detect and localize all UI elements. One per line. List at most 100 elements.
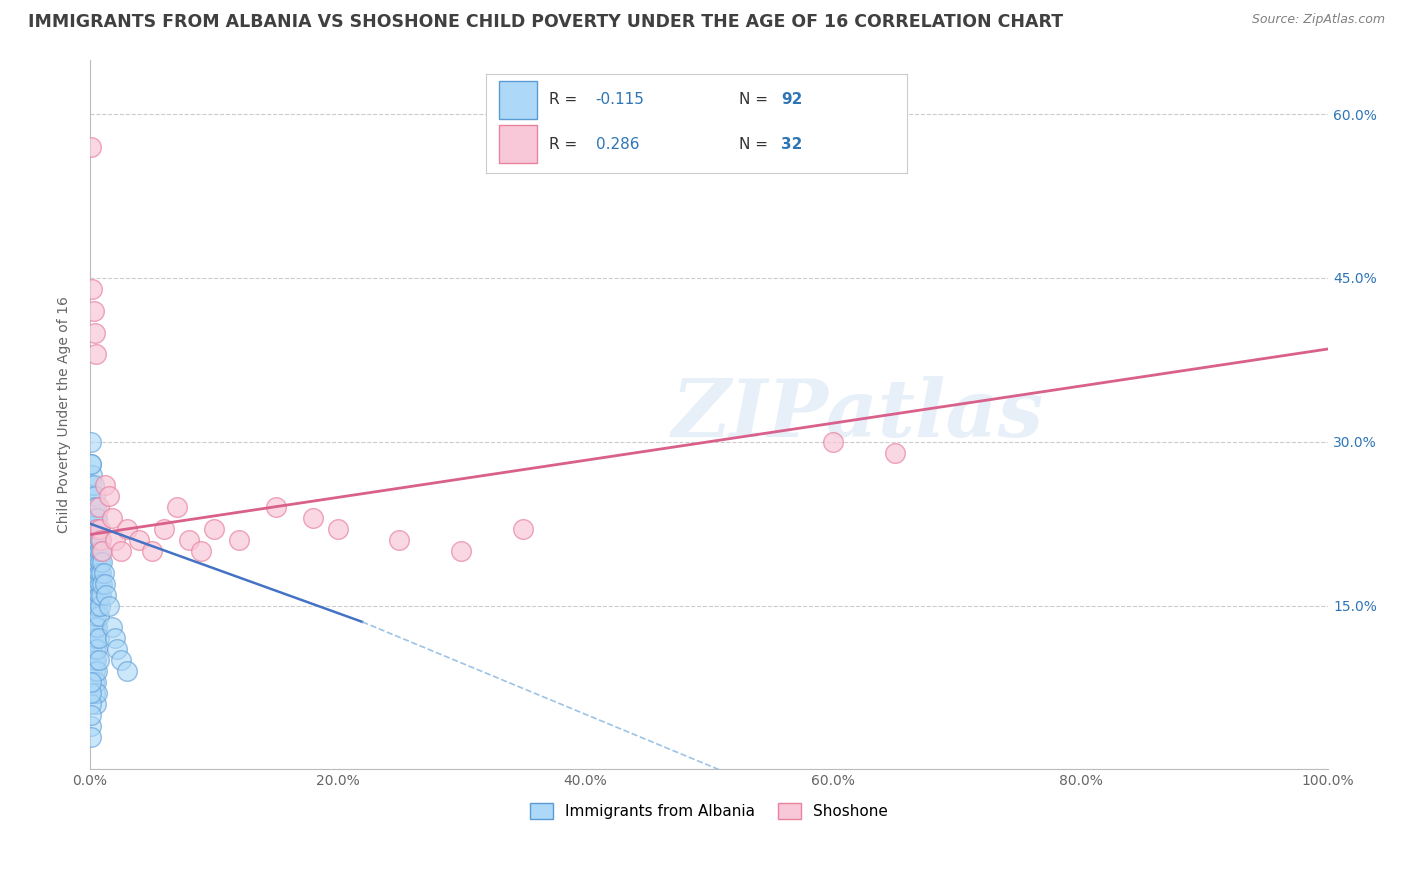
Point [83,511,105,525]
Point [82,599,104,613]
Point [87,566,110,580]
Point [94,588,117,602]
Point [83,544,105,558]
Point [91,544,114,558]
Point [86,511,108,525]
Point [91,576,114,591]
Point [83,675,105,690]
Point [89,555,111,569]
Point [84,566,107,580]
Text: Source: ZipAtlas.com: Source: ZipAtlas.com [1251,13,1385,27]
Point [115,522,138,536]
Point [82,664,104,678]
Point [83,686,105,700]
Point [190,544,212,558]
Point [104,533,127,547]
Point [82,533,104,547]
Point [83,500,105,515]
Point [83,303,105,318]
Point [84,675,107,690]
Point [91,555,114,569]
Point [83,555,105,569]
Point [82,511,104,525]
Point [80,566,103,580]
Text: IMMIGRANTS FROM ALBANIA VS SHOSHONE CHILD POVERTY UNDER THE AGE OF 16 CORRELATIO: IMMIGRANTS FROM ALBANIA VS SHOSHONE CHIL… [28,13,1063,31]
Point [110,544,132,558]
Point [177,533,200,547]
Point [115,664,138,678]
Point [80,632,103,646]
Point [82,282,104,296]
Point [82,489,104,503]
Point [84,522,107,536]
Point [83,588,105,602]
Point [883,445,905,459]
Point [153,522,176,536]
Point [101,620,124,634]
Point [97,599,120,613]
Point [202,522,225,536]
Point [512,522,534,536]
Point [450,544,472,558]
Point [80,434,103,449]
Point [83,489,105,503]
Point [83,326,105,340]
Point [89,533,111,547]
Point [80,588,103,602]
Point [82,555,104,569]
Point [80,140,103,154]
Point [80,686,103,700]
Point [80,675,103,690]
Point [326,522,349,536]
Point [86,555,108,569]
Text: ZIPatlas: ZIPatlas [672,376,1043,453]
Point [90,533,112,547]
Point [84,544,107,558]
Point [101,511,124,525]
Point [86,522,108,536]
Point [90,544,112,558]
Point [83,632,105,646]
Point [141,544,163,558]
Point [87,500,110,515]
Point [86,686,108,700]
Point [388,533,411,547]
Point [83,620,105,634]
Point [80,457,103,471]
Point [128,533,150,547]
Point [82,467,104,482]
Point [104,632,127,646]
Point [89,522,111,536]
Point [83,599,105,613]
Point [84,653,107,667]
Point [80,457,103,471]
Point [87,522,110,536]
Point [87,588,110,602]
Point [87,632,110,646]
Point [90,588,112,602]
Point [86,576,108,591]
Point [89,599,111,613]
Point [86,599,108,613]
Point [83,576,105,591]
Point [84,500,107,515]
Point [93,566,115,580]
Point [82,642,104,657]
Point [84,632,107,646]
Point [166,500,188,515]
Point [83,664,105,678]
Point [80,522,103,536]
Point [83,522,105,536]
Point [97,489,120,503]
Point [86,620,108,634]
Point [84,697,107,711]
Point [83,653,105,667]
Point [86,642,108,657]
Point [87,653,110,667]
Point [86,533,108,547]
Point [86,664,108,678]
Point [84,609,107,624]
Point [110,653,132,667]
Point [80,718,103,732]
Point [84,347,107,361]
